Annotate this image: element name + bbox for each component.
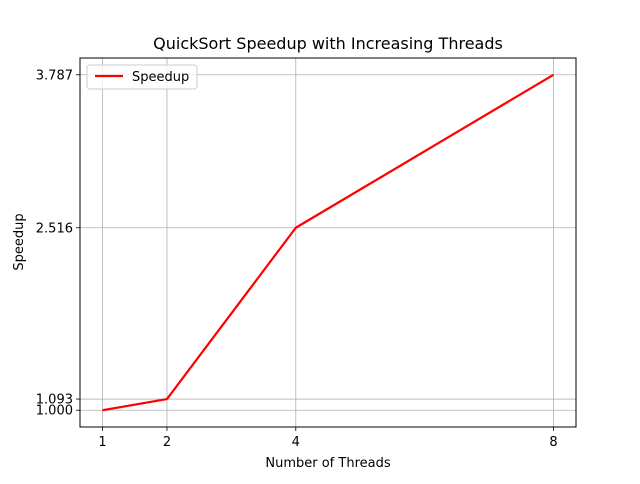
chart-title: QuickSort Speedup with Increasing Thread… <box>153 34 503 53</box>
y-tick-label: 2.516 <box>36 221 73 236</box>
x-tick-label: 8 <box>549 435 557 450</box>
x-tick-label: 2 <box>163 435 171 450</box>
x-axis-label: Number of Threads <box>265 456 390 471</box>
x-axis-ticks: 1 2 4 8 <box>98 427 558 450</box>
y-tick-label: 1.000 <box>36 404 73 419</box>
y-tick-label: 1.093 <box>36 393 73 408</box>
series-line-speedup <box>102 73 555 412</box>
series-layer <box>102 73 555 412</box>
legend-box <box>86 64 198 90</box>
plot-area-frame <box>79 57 577 428</box>
y-tick-label: 3.787 <box>36 68 73 83</box>
legend: Speedup <box>86 64 198 90</box>
legend-label-speedup: Speedup <box>132 70 189 85</box>
y-axis-label: Speedup <box>12 213 27 270</box>
x-tick-label: 1 <box>98 435 106 450</box>
x-tick-label: 4 <box>292 435 300 450</box>
